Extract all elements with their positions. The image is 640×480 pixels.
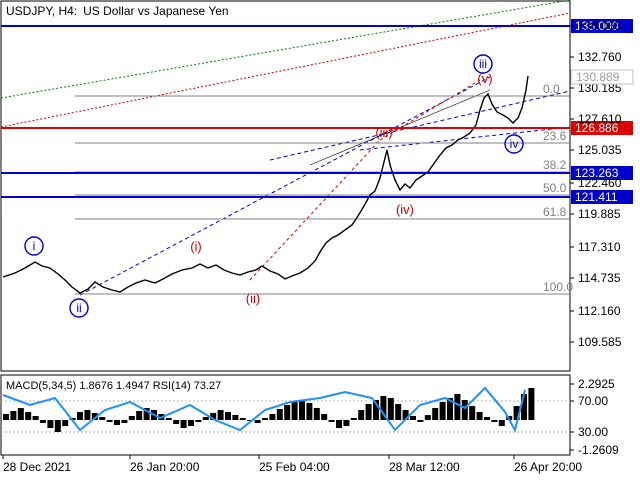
price-tick-label: 132.760	[578, 50, 622, 64]
fib-level-label: 23.6	[543, 129, 567, 143]
chart-symbol-title: USDJPY, H4: US Dollar vs Japanese Yen	[6, 4, 229, 18]
wave-label-red: (i)	[190, 239, 202, 254]
indicator-axis: 2.2925 70.00 30.00 -1.2609	[570, 377, 619, 457]
indicator-tick-label: -1.2609	[578, 443, 619, 457]
indicator-panel[interactable]: MACD(5,34,5) 1.8676 1.4947 RSI(14) 73.27	[0, 374, 571, 456]
svg-text:130.889: 130.889	[576, 70, 620, 84]
time-tick-label: 26 Jan 20:00	[130, 460, 200, 474]
price-tick-label: 135.065	[578, 19, 622, 33]
svg-text:i: i	[33, 239, 36, 253]
indicator-tick-label: 70.00	[578, 394, 608, 408]
level-price-label: 121.411	[575, 190, 618, 204]
price-axis[interactable]: 135.065132.760130.185127.610125.035122.4…	[570, 19, 634, 349]
level-135000[interactable]: 135.000	[1, 19, 633, 33]
level-price-label: 123.263	[575, 166, 619, 180]
time-tick-label: 28 Mar 12:00	[389, 460, 460, 474]
svg-text:iii: iii	[479, 57, 487, 71]
level-price-label: 135.000	[575, 19, 619, 33]
level-123263[interactable]: 123.263	[1, 166, 633, 180]
wave-label-red: (iv)	[396, 202, 414, 217]
level-price-label: 126.886	[575, 121, 619, 135]
level-121411[interactable]: 121.411	[1, 190, 633, 204]
wave-label-red: (v)	[477, 71, 492, 86]
fib-level-label: 50.0	[543, 181, 567, 195]
wave-label-blue: iii	[473, 54, 493, 74]
level-126886[interactable]: 126.886	[1, 121, 633, 135]
time-tick-label: 25 Feb 04:00	[259, 460, 330, 474]
time-axis: 28 Dec 2021 26 Jan 20:00 25 Feb 04:00 28 Ma…	[2, 455, 582, 474]
price-tick-label: 125.035	[578, 143, 622, 157]
price-series-line	[2, 75, 529, 294]
wave-label-red: (iii)	[375, 125, 392, 140]
indicator-series	[1, 386, 570, 433]
fib-level-label: 38.2	[543, 158, 567, 172]
price-tick-label: 114.735	[578, 271, 621, 285]
time-tick-label: 28 Dec 2021	[3, 460, 71, 474]
svg-text:ii: ii	[76, 301, 81, 315]
wave-label-blue: i	[24, 236, 44, 256]
price-tick-label: 117.310	[578, 240, 621, 254]
fib-level-label: 0.0	[543, 82, 560, 96]
indicator-tick-label: 30.00	[578, 425, 608, 439]
horizontal-levels[interactable]: 135.000 126.886 123.263 121.411	[1, 19, 633, 204]
current-price-tag: 130.889	[570, 69, 634, 85]
price-tick-label: 122.460	[578, 176, 622, 190]
price-tick-label: 109.585	[578, 335, 622, 349]
wave-label-blue: iv	[504, 134, 524, 154]
time-tick-label: 26 Apr 20:00	[514, 460, 582, 474]
indicator-title: MACD(5,34,5) 1.8676 1.4947 RSI(14) 73.27	[6, 380, 221, 392]
fibonacci-retracement[interactable]: 0.0 23.6 38.2 50.0 61.8 100.0	[75, 82, 573, 295]
wave-label-red: (ii)	[246, 291, 260, 306]
price-tick-label: 119.885	[578, 207, 621, 221]
price-tick-label: 112.160	[578, 304, 621, 318]
price-tick-label: 127.610	[578, 112, 622, 126]
fib-level-label: 100.0	[543, 280, 573, 294]
trend-lines	[0, 0, 571, 296]
svg-text:iv: iv	[510, 137, 519, 151]
indicator-tick-label: 2.2925	[578, 377, 615, 391]
fib-level-label: 61.8	[543, 205, 567, 219]
wave-label-blue: ii	[69, 298, 89, 318]
